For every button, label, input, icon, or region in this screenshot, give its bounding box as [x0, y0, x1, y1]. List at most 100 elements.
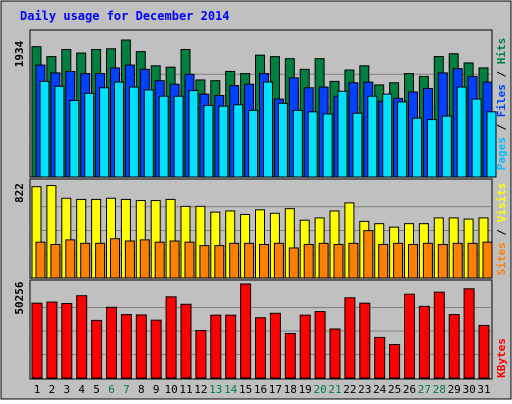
- bar-pages-day-22: [352, 112, 363, 178]
- bar-kbytes-day-14: [225, 314, 237, 379]
- bar-pages-day-10: [173, 95, 184, 178]
- bar-sites-day-5: [95, 242, 106, 279]
- bar-sites-day-8: [139, 239, 150, 279]
- bar-kbytes-day-9: [150, 319, 162, 379]
- bar-kbytes-day-22: [344, 297, 356, 379]
- bar-sites-day-10: [169, 240, 180, 279]
- bar-kbytes-day-28: [433, 291, 445, 379]
- bar-sites-day-18: [288, 247, 299, 279]
- bar-pages-day-3: [69, 99, 80, 178]
- bar-kbytes-day-27: [418, 305, 430, 379]
- bar-sites-day-26: [408, 243, 418, 279]
- x-tick-label: 13: [209, 383, 222, 396]
- bar-sites-day-22: [348, 242, 359, 279]
- bar-kbytes-day-26: [404, 293, 415, 379]
- x-tick-label: 7: [123, 383, 130, 396]
- chart-marks: 1 2 3 4 5 6 7 8 9 10 11 12 13 14 15 16 17 18 19 20 21 22 23 24 2…: [31, 39, 497, 396]
- x-tick-label: 8: [138, 383, 145, 396]
- bar-kbytes-day-10: [165, 296, 177, 379]
- bar-pages-day-27: [426, 119, 437, 178]
- legend-pages-files-hits: Pages / Files / Hits: [495, 38, 508, 171]
- x-tick-label: 30: [462, 383, 475, 396]
- legend-sites: Sites: [495, 242, 508, 275]
- bar-kbytes-day-4: [76, 295, 88, 379]
- bar-pages-day-15: [248, 109, 259, 178]
- bar-pages-day-25: [397, 101, 408, 178]
- bar-sites-day-17: [273, 242, 284, 279]
- bar-kbytes-day-16: [255, 317, 266, 379]
- bar-pages-day-4: [84, 92, 95, 178]
- x-tick-label: 27: [418, 383, 431, 396]
- x-tick-label: 17: [269, 383, 282, 396]
- bar-sites-day-1: [35, 241, 46, 279]
- bar-kbytes-day-23: [359, 302, 371, 379]
- bar-pages-day-26: [412, 117, 422, 178]
- bar-sites-day-25: [393, 242, 404, 279]
- bar-kbytes-day-13: [210, 314, 222, 379]
- bar-pages-day-28: [441, 115, 452, 178]
- bar-kbytes-day-18: [284, 332, 296, 379]
- bar-sites-day-11: [184, 241, 195, 279]
- x-tick-label: 15: [239, 383, 252, 396]
- bar-pages-day-31: [486, 111, 497, 178]
- bar-sites-day-2: [50, 243, 61, 279]
- y-max-label-sites: 822: [13, 183, 26, 203]
- x-tick-label: 25: [388, 383, 401, 396]
- bar-kbytes-day-25: [389, 344, 401, 379]
- x-tick-label: 2: [49, 383, 56, 396]
- bar-pages-day-19: [307, 111, 318, 178]
- legend-pages: Pages: [495, 137, 508, 170]
- bar-pages-day-6: [114, 81, 124, 178]
- bar-pages-day-13: [218, 105, 229, 178]
- x-tick-label: 16: [254, 383, 267, 396]
- bar-kbytes-day-17: [269, 312, 281, 379]
- bar-sites-day-16: [259, 243, 269, 279]
- bar-pages-day-21: [337, 90, 348, 178]
- bar-sites-day-24: [378, 243, 389, 279]
- bar-pages-day-24: [382, 93, 393, 178]
- bar-sites-day-7: [124, 240, 135, 279]
- x-tick-label: 14: [224, 383, 238, 396]
- bar-pages-day-11: [188, 90, 199, 178]
- bar-sites-day-6: [110, 238, 120, 279]
- x-tick-label: 10: [164, 383, 177, 396]
- bar-pages-day-30: [471, 98, 482, 178]
- bar-kbytes-day-6: [106, 306, 117, 379]
- legend-hits: Hits: [495, 38, 508, 65]
- bar-kbytes-day-8: [135, 314, 147, 379]
- bar-pages-day-20: [322, 113, 333, 178]
- bar-kbytes-day-1: [31, 302, 43, 379]
- bar-pages-day-16: [263, 81, 273, 178]
- x-tick-label: 28: [433, 383, 446, 396]
- bar-kbytes-day-2: [46, 301, 58, 379]
- legend-separator: /: [495, 64, 508, 84]
- bar-sites-day-21: [333, 243, 344, 279]
- bar-kbytes-day-20: [314, 311, 326, 379]
- legend-separator: /: [495, 222, 508, 242]
- bar-pages-day-12: [203, 104, 214, 178]
- bar-pages-day-5: [99, 87, 110, 178]
- bar-sites-day-23: [363, 230, 374, 279]
- bar-pages-day-18: [292, 109, 303, 178]
- x-tick-label: 19: [299, 383, 312, 396]
- y-max-label-kbytes: 50256: [13, 281, 26, 314]
- bar-pages-day-1: [39, 80, 50, 178]
- bar-pages-day-9: [158, 95, 169, 178]
- bar-sites-day-30: [467, 242, 478, 279]
- x-tick-label: 9: [153, 383, 160, 396]
- x-tick-label: 5: [93, 383, 100, 396]
- x-tick-label: 24: [373, 383, 387, 396]
- y-max-label-pages: 1934: [13, 40, 26, 67]
- bar-kbytes-day-3: [61, 303, 73, 379]
- bar-kbytes-day-7: [120, 314, 132, 379]
- bar-sites-day-9: [154, 241, 165, 279]
- bar-sites-day-31: [482, 241, 493, 279]
- bar-sites-day-29: [452, 242, 463, 279]
- legend-kbytes: KBytes: [495, 338, 508, 378]
- bar-kbytes-day-19: [299, 314, 311, 379]
- bar-pages-day-14: [233, 104, 244, 178]
- bar-kbytes-day-5: [91, 319, 103, 379]
- bar-sites-day-12: [199, 245, 210, 279]
- bar-sites-day-15: [244, 242, 255, 279]
